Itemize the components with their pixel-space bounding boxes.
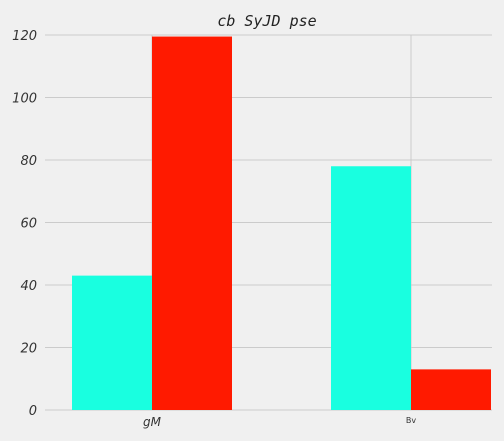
chart-title: cb SyJD pse	[217, 12, 316, 30]
bar-Bv-series-1	[331, 166, 411, 410]
bar-Bv-series-2	[411, 369, 491, 410]
y-tick-label: 80	[20, 154, 37, 169]
x-tick-label: Bv	[406, 416, 416, 425]
x-tick-label: gM	[143, 415, 162, 429]
y-tick-label: 0	[29, 404, 37, 419]
bars	[72, 36, 491, 410]
bar-gM-series-2	[152, 36, 232, 410]
y-tick-label: 100	[12, 92, 37, 107]
y-tick-label: 40	[20, 279, 37, 294]
x-axis-ticks: gM Bv	[143, 415, 416, 429]
y-axis-ticks: 0 20 40 60 80 100 120	[12, 29, 37, 419]
y-tick-label: 20	[20, 342, 37, 357]
y-tick-label: 120	[12, 29, 37, 44]
y-tick-label: 60	[20, 217, 37, 232]
bar-gM-series-1	[72, 275, 152, 410]
